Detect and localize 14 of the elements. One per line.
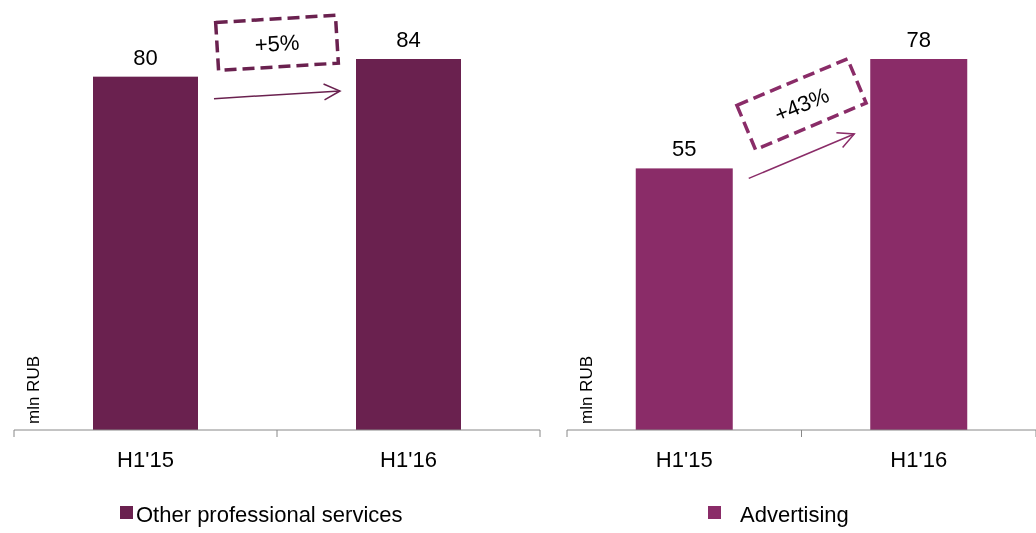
data-label: 80 — [133, 44, 158, 70]
annotation: +43% — [770, 82, 833, 128]
x-tick-label: H1'16 — [380, 447, 437, 472]
data-label: 78 — [906, 27, 931, 52]
legend-label: Other professional services — [136, 502, 403, 527]
data-label: 55 — [672, 136, 697, 162]
data-label: 84 — [396, 27, 421, 52]
text: +5% — [253, 29, 301, 58]
y-axis-title: mln RUB — [24, 355, 43, 425]
y-axis-title: mln RUB — [577, 355, 596, 425]
legend-label: Advertising — [740, 502, 849, 527]
x-tick-label: H1'16 — [890, 447, 948, 472]
x-tick-label: H1'15 — [655, 447, 713, 472]
x-tick-label: H1'15 — [117, 447, 174, 472]
